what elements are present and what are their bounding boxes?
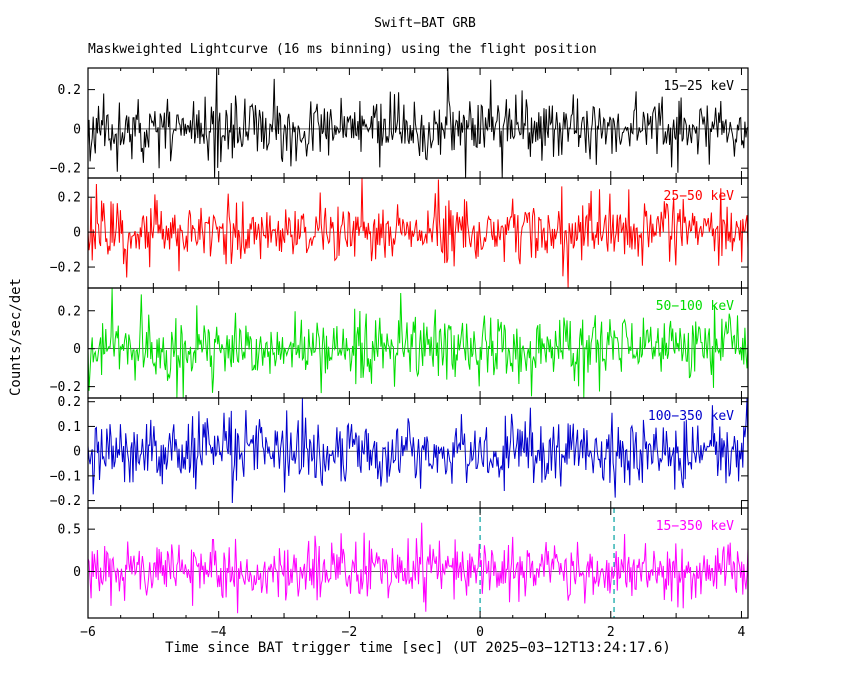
panel-frame bbox=[87, 507, 749, 619]
plot-title: Swift−BAT GRB bbox=[374, 16, 476, 31]
y-tick-label: 0.2 bbox=[58, 191, 81, 206]
x-tick-label: −6 bbox=[80, 625, 96, 640]
y-tick-label: 0.5 bbox=[58, 523, 81, 538]
x-tick-label: 2 bbox=[607, 625, 615, 640]
y-tick-label: −0.2 bbox=[50, 162, 81, 177]
panel-frame bbox=[87, 287, 749, 399]
y-tick-label: 0 bbox=[73, 342, 81, 357]
band-label: 15−25 keV bbox=[664, 79, 735, 94]
y-tick-label: −0.2 bbox=[50, 380, 81, 395]
lightcurve-trace bbox=[87, 522, 749, 614]
y-tick-label: 0 bbox=[73, 122, 81, 137]
x-tick-label: −2 bbox=[342, 625, 358, 640]
x-tick-label: 4 bbox=[738, 625, 746, 640]
y-tick-label: 0 bbox=[73, 445, 81, 460]
x-axis-label: Time since BAT trigger time [sec] (UT 20… bbox=[165, 640, 671, 656]
y-tick-label: 0 bbox=[73, 565, 81, 580]
y-tick-label: 0.2 bbox=[58, 83, 81, 98]
y-tick-label: −0.2 bbox=[50, 494, 81, 509]
y-tick-label: 0.2 bbox=[58, 304, 81, 319]
y-tick-label: −0.2 bbox=[50, 261, 81, 276]
lightcurve-trace bbox=[87, 178, 749, 288]
x-tick-label: 0 bbox=[476, 625, 484, 640]
lightcurve-trace bbox=[87, 288, 749, 398]
y-tick-label: 0.1 bbox=[58, 420, 81, 435]
lightcurve-trace bbox=[87, 398, 749, 504]
band-label: 25−50 keV bbox=[664, 189, 735, 204]
lightcurve-trace bbox=[87, 68, 749, 178]
y-tick-label: 0.2 bbox=[58, 395, 81, 410]
x-tick-label: −4 bbox=[211, 625, 227, 640]
panel-frame bbox=[87, 67, 749, 179]
band-label: 15−350 keV bbox=[656, 519, 734, 534]
band-label: 50−100 keV bbox=[656, 299, 734, 314]
plot-subtitle: Maskweighted Lightcurve (16 ms binning) … bbox=[88, 42, 597, 57]
band-label: 100−350 keV bbox=[648, 409, 734, 424]
y-tick-label: 0 bbox=[73, 226, 81, 241]
y-tick-label: −0.1 bbox=[50, 469, 81, 484]
